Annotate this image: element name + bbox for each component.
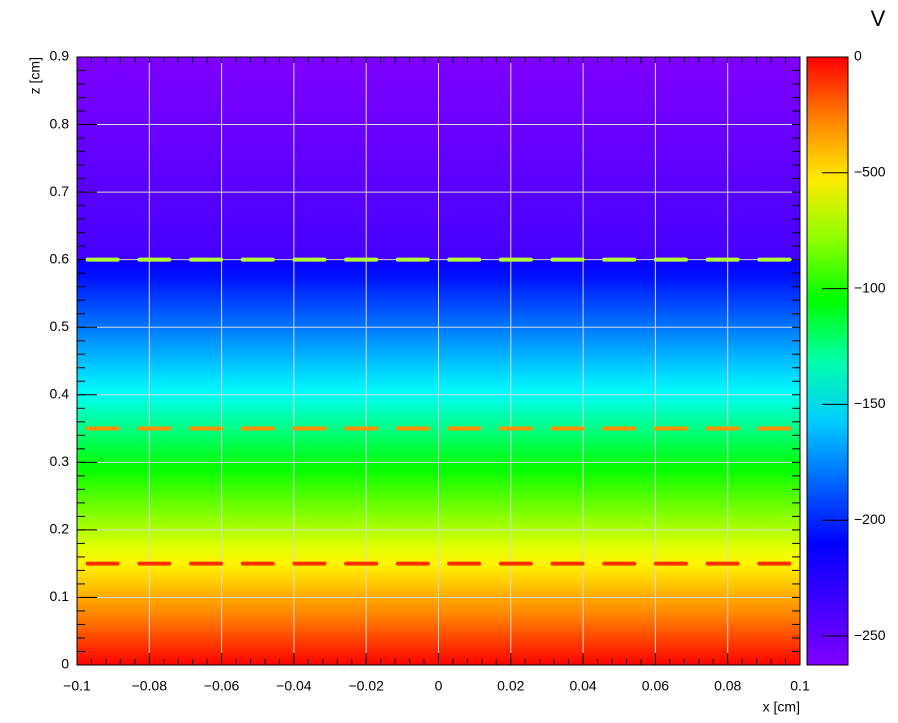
colorbar-tick-label: −150 (854, 395, 886, 411)
y-tick-label: 0.8 (50, 115, 70, 131)
colorbar-tick-label: −250 (854, 627, 886, 643)
colorbar (806, 56, 849, 666)
plot-frame (76, 56, 801, 666)
x-tick-label: 0.06 (642, 678, 669, 694)
y-tick-label: 0.1 (50, 588, 70, 604)
x-tick-label: −0.06 (204, 678, 240, 694)
y-tick-label: 0.4 (50, 385, 70, 401)
colorbar-tick-label: −100 (854, 279, 886, 295)
colorbar-tick-label: 0 (854, 48, 862, 64)
x-tick-label: 0.02 (497, 678, 524, 694)
y-tick-label: 0 (61, 656, 69, 672)
x-tick-label: 0 (435, 678, 443, 694)
x-tick-label: 0.1 (790, 678, 810, 694)
x-tick-label: −0.04 (276, 678, 312, 694)
x-tick-label: 0.04 (569, 678, 596, 694)
x-tick-label: −0.02 (348, 678, 384, 694)
y-tick-label: 0.5 (50, 318, 70, 334)
y-tick-label: 0.2 (50, 521, 70, 537)
x-tick-label: −0.08 (132, 678, 168, 694)
colorbar-tick-label: −500 (854, 164, 886, 180)
y-axis-label: z [cm] (27, 57, 43, 94)
y-tick-label: 0.3 (50, 453, 70, 469)
y-tick-label: 0.6 (50, 250, 70, 266)
y-tick-label: 0.7 (50, 183, 70, 199)
x-tick-label: 0.08 (714, 678, 741, 694)
y-tick-label: 0.9 (50, 48, 70, 64)
colorbar-tick-label: −200 (854, 511, 886, 527)
colorbar-title: V (871, 6, 886, 31)
x-axis-label: x [cm] (763, 699, 800, 715)
x-tick-label: −0.1 (63, 678, 91, 694)
